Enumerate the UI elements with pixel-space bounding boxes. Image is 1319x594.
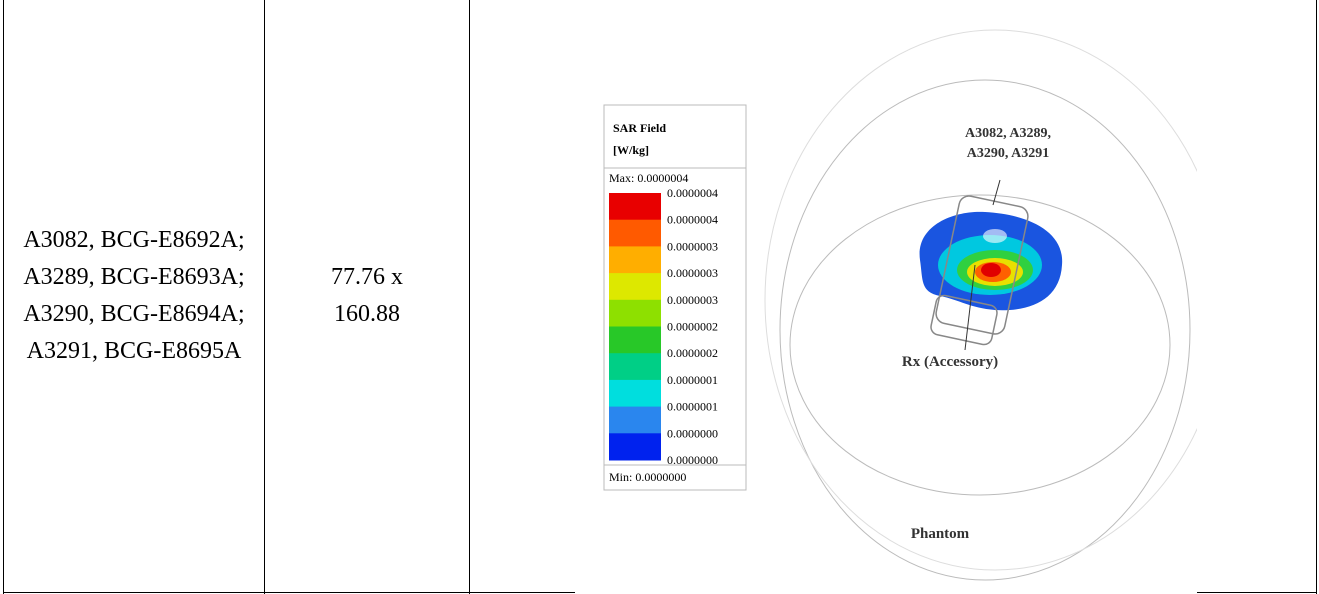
- table-border: [1316, 0, 1317, 594]
- legend-level: 0.0000000: [667, 453, 718, 467]
- legend-level: 0.0000002: [667, 346, 718, 360]
- legend-swatch: [609, 300, 661, 327]
- legend-level: 0.0000001: [667, 373, 718, 387]
- legend-level: 0.0000003: [667, 293, 718, 307]
- legend-level: 0.0000001: [667, 400, 718, 414]
- legend-swatch: [609, 246, 661, 273]
- legend-level: 0.0000003: [667, 266, 718, 280]
- legend-level: 0.0000002: [667, 320, 718, 334]
- legend-level: 0.0000003: [667, 239, 718, 253]
- page: A3082, BCG-E8692A; A3289, BCG-E8693A; A3…: [0, 0, 1319, 594]
- table-cell: A3082, BCG-E8692A; A3289, BCG-E8693A; A3…: [4, 0, 264, 592]
- legend-swatch: [609, 273, 661, 300]
- sar-figure: A3082, A3289, A3290, A3291 Rx (Accessory…: [575, 0, 1197, 594]
- legend-unit: [W/kg]: [613, 143, 649, 157]
- cell-text: A3082, BCG-E8692A; A3289, BCG-E8693A; A3…: [23, 222, 245, 370]
- figure-label: A3082, A3289,: [965, 126, 1051, 141]
- table-border: [469, 0, 470, 594]
- legend-swatch: [609, 433, 661, 460]
- legend-level: 0.0000004: [667, 213, 718, 227]
- figure-label: Phantom: [911, 526, 970, 542]
- legend-swatch: [609, 407, 661, 434]
- legend-swatch: [609, 380, 661, 407]
- legend-min: Min: 0.0000000: [609, 470, 686, 484]
- sar-blob: [983, 229, 1007, 243]
- legend-max: Max: 0.0000004: [609, 171, 688, 185]
- cell-text: 77.76 x 160.88: [312, 259, 422, 333]
- figure-label: Rx (Accessory): [902, 354, 998, 370]
- legend-swatch: [609, 327, 661, 354]
- sar-blob: [981, 263, 1001, 277]
- legend: SAR Field [W/kg] Max: 0.0000004 Min: 0.0…: [604, 105, 746, 490]
- table-cell: 77.76 x 160.88: [265, 0, 469, 592]
- legend-level: 0.0000000: [667, 426, 718, 440]
- legend-swatch: [609, 353, 661, 380]
- legend-level: 0.0000004: [667, 186, 718, 200]
- legend-swatch: [609, 193, 661, 220]
- legend-swatch: [609, 220, 661, 247]
- figure-label: A3290, A3291: [967, 146, 1049, 161]
- legend-title: SAR Field: [613, 121, 666, 135]
